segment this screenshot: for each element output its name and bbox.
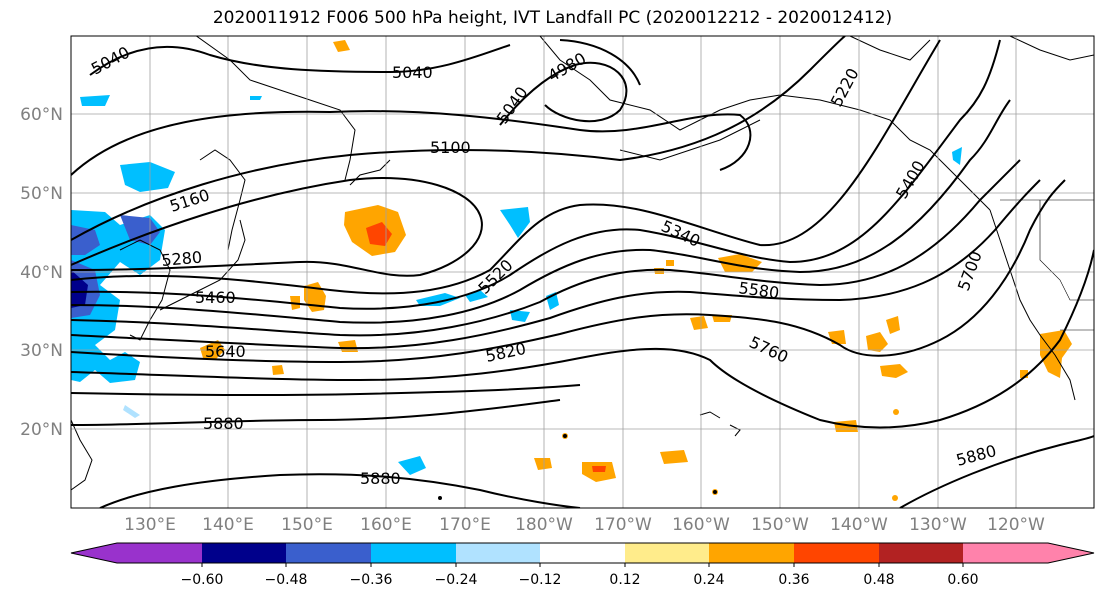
colorbar-segment	[709, 543, 794, 563]
lon-label: 180°W	[515, 515, 573, 535]
colorbar-segment	[794, 543, 879, 563]
contour-label: 5100	[430, 138, 471, 157]
lon-label: 130°W	[909, 515, 967, 535]
map-frame	[70, 35, 1095, 509]
height-contours	[71, 36, 1094, 508]
colorbar-tick: −0.36	[350, 572, 393, 588]
lat-label: 40°N	[20, 263, 63, 283]
colorbar: −0.60 −0.48 −0.36 −0.24 −0.12 0.12 0.24 …	[70, 542, 1095, 588]
lon-label: 160°E	[360, 515, 412, 535]
lon-label: 130°E	[124, 515, 176, 535]
colorbar-segment	[371, 543, 456, 563]
colorbar-segment	[202, 543, 286, 563]
lon-label: 150°W	[751, 515, 809, 535]
lon-label: 140°W	[830, 515, 888, 535]
islands	[438, 411, 741, 500]
colorbar-segment	[286, 543, 371, 563]
colorbar-segment	[71, 543, 202, 563]
colorbar-segment	[963, 543, 1094, 563]
lat-label: 50°N	[20, 184, 63, 204]
contour-label: 5280	[161, 248, 203, 270]
colorbar-tick: 0.60	[947, 572, 978, 588]
longitude-labels: 130°E 140°E 150°E 160°E 170°E 180°W 170°…	[124, 515, 1045, 535]
lon-label: 170°E	[439, 515, 491, 535]
colorbar-tick: 0.48	[863, 572, 894, 588]
contour-label: 5880	[203, 414, 244, 433]
colorbar-tick: −0.12	[519, 572, 562, 588]
colorbar-tick: −0.48	[265, 572, 308, 588]
colorbar-tick: −0.24	[435, 572, 478, 588]
colorbar-tick: 0.36	[778, 572, 809, 588]
lon-label: 120°W	[987, 515, 1045, 535]
contour-label: 5880	[360, 469, 401, 488]
contour-label: 5040	[392, 63, 433, 82]
map-title: 2020011912 F006 500 hPa height, IVT Land…	[212, 8, 893, 28]
lat-label: 30°N	[20, 341, 63, 361]
graticule	[71, 36, 1094, 508]
colorbar-outline	[70, 542, 1095, 564]
lon-label: 170°W	[594, 515, 652, 535]
colorbar-segment	[879, 543, 963, 563]
lat-label: 60°N	[20, 105, 63, 125]
colorbar-tick: 0.24	[693, 572, 724, 588]
latitude-labels: 60°N 50°N 40°N 30°N 20°N	[20, 105, 63, 440]
ivt-positive-shading	[200, 40, 1072, 501]
colorbar-segment	[456, 543, 540, 563]
colorbar-tick: −0.60	[181, 572, 224, 588]
colorbar-segment	[540, 543, 625, 563]
coastlines	[71, 36, 1094, 491]
colorbar-tick: 0.12	[609, 572, 640, 588]
lat-label: 20°N	[20, 420, 63, 440]
colorbar-segment	[625, 543, 709, 563]
contour-label: 5460	[195, 288, 236, 307]
lon-label: 150°E	[281, 515, 333, 535]
contour-label: 5640	[205, 342, 246, 361]
lon-label: 140°E	[202, 515, 254, 535]
lon-label: 160°W	[672, 515, 730, 535]
